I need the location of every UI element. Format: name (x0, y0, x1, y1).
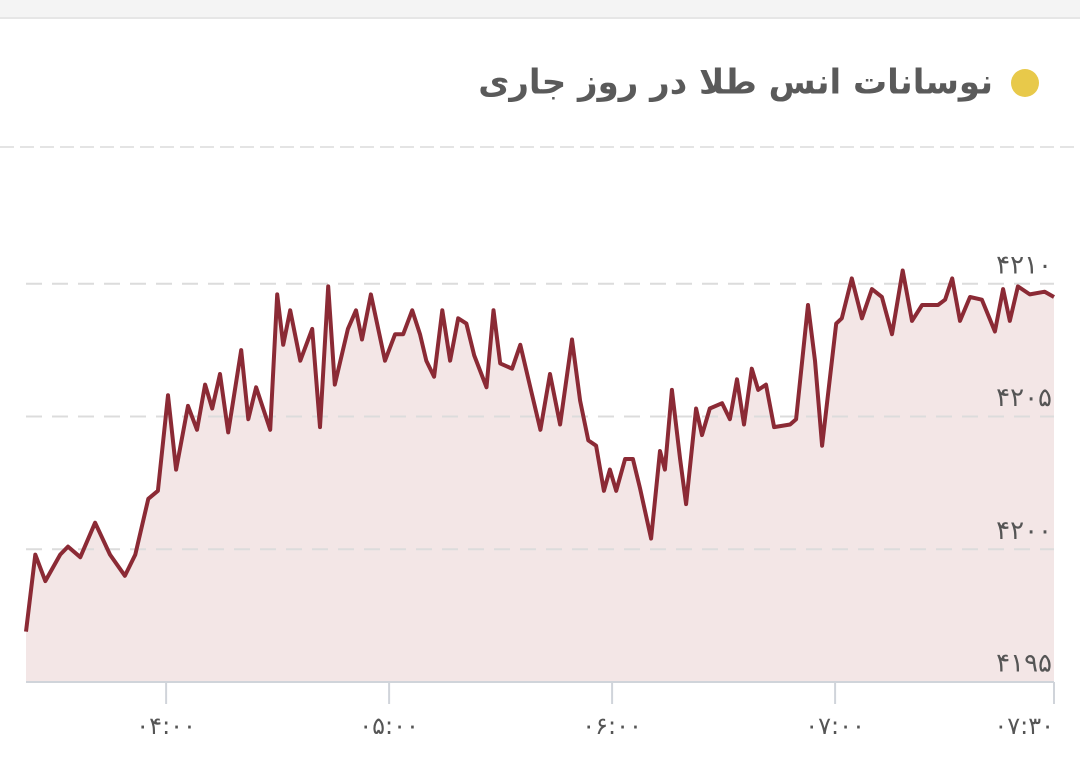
y-tick-label: ۴۲۱۰ (996, 250, 1052, 280)
x-end-label: ۰۷:۳۰ (994, 712, 1054, 740)
x-tick-label: ۰۷:۰۰ (805, 712, 865, 740)
y-tick-label: ۴۲۰۵ (996, 383, 1052, 413)
y-tick-label: ۴۱۹۵ (996, 649, 1052, 679)
area (26, 270, 1054, 682)
line (24, 268, 1055, 632)
x-tick-label: ۰۵:۰۰ (359, 712, 419, 740)
x-tick-label: ۰۴:۰۰ (136, 712, 196, 740)
chart-title: نوسانات انس طلا در روز جاری (478, 63, 993, 103)
title-dot (1011, 69, 1039, 97)
x-tick-label: ۰۶:۰۰ (582, 712, 642, 740)
y-tick-label: ۴۲۰۰ (996, 516, 1052, 546)
plot-area: ۴۱۹۵ ۴۲۰۰ ۴۲۰۵ ۴۲۱۰ ۰۴:۰۰ ۰۵:۰۰ ۰۶:۰۰ ۰۷:۰۰ ۰۷:۳… (24, 250, 1055, 740)
top-strip (0, 0, 1080, 18)
